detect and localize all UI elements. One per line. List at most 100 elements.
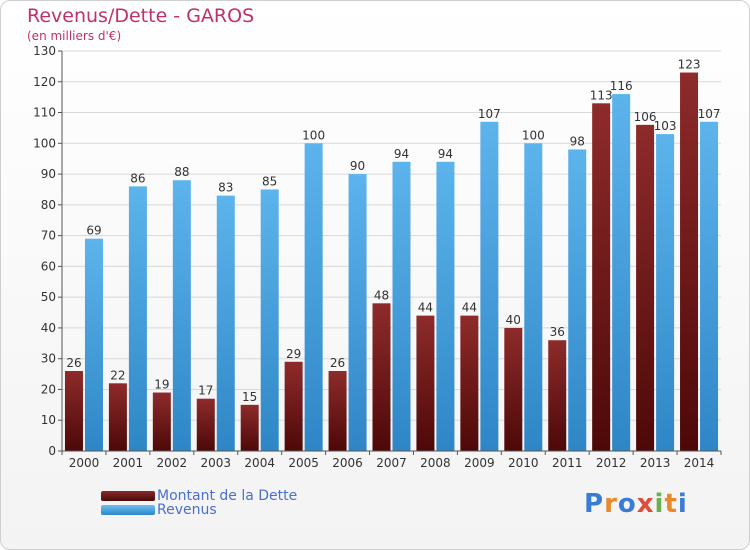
y-tick-label: 100 — [33, 136, 56, 150]
y-tick-label: 10 — [41, 413, 56, 427]
legend-item-dette: Montant de la Dette — [101, 488, 298, 504]
data-label-dette: 26 — [330, 356, 345, 370]
y-tick-label: 90 — [41, 167, 56, 181]
bar-dette — [504, 327, 523, 451]
bar-revenus — [612, 94, 631, 452]
x-tick-label: 2000 — [69, 456, 100, 470]
bar-revenus — [568, 149, 587, 451]
data-label-dette: 40 — [506, 313, 521, 327]
data-label-revenus: 83 — [218, 181, 233, 195]
data-label-revenus: 100 — [522, 128, 545, 142]
bar-dette — [152, 392, 171, 451]
data-label-dette: 29 — [286, 347, 301, 361]
x-tick-label: 2012 — [596, 456, 627, 470]
y-tick-label: 40 — [41, 321, 56, 335]
legend-swatch-revenus — [101, 505, 155, 515]
legend-item-revenus: Revenus — [101, 502, 217, 518]
data-label-dette: 17 — [198, 384, 213, 398]
y-tick-label: 30 — [41, 352, 56, 366]
data-label-dette: 44 — [462, 301, 477, 315]
bar-dette — [548, 340, 567, 451]
y-tick-label: 50 — [41, 290, 56, 304]
bar-dette — [64, 371, 83, 451]
data-label-revenus: 85 — [262, 174, 277, 188]
data-label-revenus: 69 — [86, 224, 101, 238]
data-label-dette: 22 — [110, 368, 125, 382]
bar-dette — [636, 124, 655, 451]
y-tick-label: 110 — [33, 106, 56, 120]
bar-dette — [108, 383, 127, 451]
x-tick-label: 2005 — [288, 456, 319, 470]
bar-revenus — [216, 195, 235, 451]
axes: 0 10 20 30 40 50 60 70 80 90 100 110 120 130 2000 2001 2… — [33, 44, 722, 470]
bar-revenus — [128, 186, 147, 451]
data-label-dette: 44 — [418, 301, 433, 315]
bar-dette — [284, 361, 303, 451]
x-tick-label: 2011 — [552, 456, 583, 470]
bar-revenus — [700, 121, 719, 452]
grid-lines — [62, 50, 721, 452]
bar-dette — [592, 103, 611, 452]
data-label-dette: 106 — [634, 110, 657, 124]
legend-label-revenus: Revenus — [157, 502, 217, 518]
data-label-revenus: 90 — [350, 159, 365, 173]
data-label-revenus: 94 — [394, 147, 409, 161]
data-label-revenus: 98 — [570, 134, 585, 148]
bar-revenus — [524, 143, 543, 452]
legend-swatch-dette — [101, 491, 155, 501]
x-tick-label: 2008 — [420, 456, 451, 470]
data-label-revenus: 107 — [478, 107, 501, 121]
y-tick-label: 20 — [41, 382, 56, 396]
bar-revenus — [260, 189, 279, 451]
chart-subtitle: (en milliers d'€) — [27, 29, 122, 43]
x-tick-label: 2004 — [244, 456, 275, 470]
bar-revenus — [480, 121, 499, 452]
data-label-revenus: 116 — [610, 79, 633, 93]
bars — [64, 72, 719, 452]
data-label-revenus: 86 — [130, 171, 145, 185]
bar-revenus — [348, 174, 367, 452]
data-label-dette: 15 — [242, 390, 257, 404]
data-label-revenus: 100 — [302, 128, 325, 142]
y-tick-label: 130 — [33, 44, 56, 58]
chart-title: Revenus/Dette - GAROS — [27, 5, 255, 27]
bar-dette — [240, 404, 259, 451]
y-tick-label: 120 — [33, 75, 56, 89]
legend-label-dette: Montant de la Dette — [157, 488, 298, 504]
data-label-dette: 48 — [374, 288, 389, 302]
data-label-dette: 26 — [66, 356, 81, 370]
bar-dette — [680, 72, 699, 452]
x-tick-label: 2014 — [684, 456, 715, 470]
y-tick-label: 60 — [41, 259, 56, 273]
y-tick-label: 0 — [48, 444, 56, 458]
x-tick-label: 2002 — [157, 456, 188, 470]
bar-dette — [416, 315, 435, 451]
data-label-dette: 113 — [590, 88, 613, 102]
proxiti-logo: Proxiti — [584, 489, 688, 519]
data-label-revenus: 103 — [654, 119, 677, 133]
x-tick-label: 2003 — [200, 456, 231, 470]
x-tick-label: 2006 — [332, 456, 363, 470]
x-tick-label: 2001 — [113, 456, 144, 470]
y-tick-label: 80 — [41, 198, 56, 212]
x-tick-label: 2010 — [508, 456, 539, 470]
bar-revenus — [436, 161, 455, 451]
x-tick-label: 2007 — [376, 456, 407, 470]
data-label-revenus: 88 — [174, 165, 189, 179]
bar-dette — [196, 398, 215, 451]
bar-revenus — [172, 180, 191, 451]
data-label-revenus: 94 — [438, 147, 453, 161]
data-label-dette: 123 — [678, 58, 701, 72]
data-label-dette: 19 — [154, 378, 169, 392]
bar-revenus — [84, 238, 103, 451]
bar-dette — [328, 371, 347, 451]
data-label-dette: 36 — [550, 325, 565, 339]
bar-revenus — [304, 143, 323, 452]
data-labels: 26 69 22 86 19 88 17 83 15 85 29 100 26 90 48 94 44 94 44 1… — [66, 58, 720, 404]
bar-revenus — [656, 134, 675, 452]
x-tick-label: 2013 — [640, 456, 671, 470]
data-label-revenus: 107 — [698, 107, 721, 121]
y-tick-label: 70 — [41, 229, 56, 243]
